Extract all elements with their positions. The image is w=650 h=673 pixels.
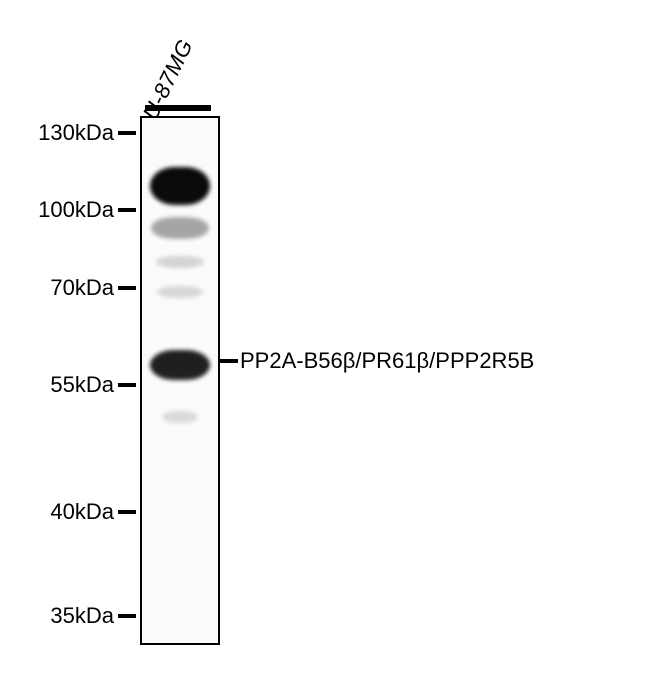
mw-tick — [118, 286, 136, 290]
gel-lane — [140, 116, 220, 645]
annotation-tick — [220, 359, 238, 363]
mw-label: 70kDa — [50, 275, 114, 301]
gel-band — [162, 411, 198, 423]
gel-band — [151, 217, 209, 239]
mw-label: 35kDa — [50, 603, 114, 629]
annotation-label: PP2A-B56β/PR61β/PPP2R5B — [240, 348, 534, 374]
sample-underline-bar — [145, 105, 211, 111]
mw-label: 130kDa — [38, 120, 114, 146]
blot-figure: U-87MG 130kDa100kDa70kDa55kDa40kDa35kDa … — [0, 0, 650, 673]
gel-band — [150, 350, 210, 380]
gel-band — [157, 286, 203, 298]
mw-label: 40kDa — [50, 499, 114, 525]
mw-tick — [118, 383, 136, 387]
gel-band — [156, 256, 204, 268]
mw-tick — [118, 510, 136, 514]
mw-label: 100kDa — [38, 197, 114, 223]
mw-tick — [118, 131, 136, 135]
mw-label: 55kDa — [50, 372, 114, 398]
mw-tick — [118, 208, 136, 212]
gel-band — [150, 167, 210, 205]
mw-tick — [118, 614, 136, 618]
